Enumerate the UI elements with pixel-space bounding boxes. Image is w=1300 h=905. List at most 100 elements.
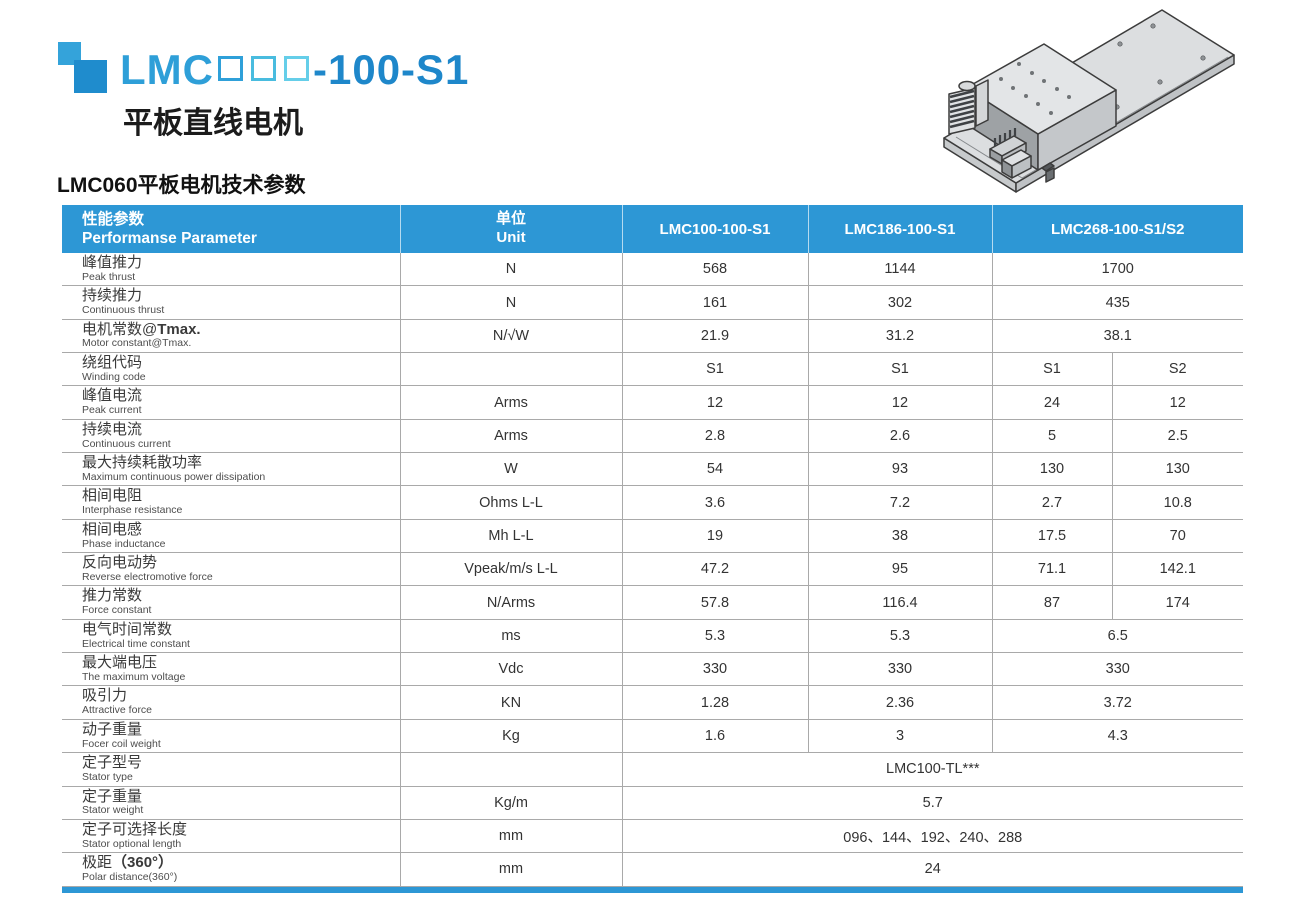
parameter-cell: 峰值电流 Peak current — [62, 385, 401, 420]
parameter-name-zh: 动子重量 — [82, 721, 400, 739]
parameter-name-zh: 峰值推力 — [82, 254, 400, 272]
value-cell: 116.4 — [807, 585, 993, 620]
unit-cell: W — [399, 452, 623, 487]
parameter-name-en: Stator optional length — [82, 837, 182, 850]
unit-cell: ms — [399, 618, 623, 654]
header-model-lmc100: LMC100-100-S1 — [621, 205, 808, 253]
value-cell: LMC100-TL*** — [621, 752, 1243, 787]
unit-cell — [399, 752, 623, 787]
parameter-name-en: Reverse electromotive force — [82, 570, 213, 583]
value-cell: 161 — [621, 285, 809, 320]
section-title: LMC060平板电机技术参数 — [57, 174, 306, 197]
parameter-name-en: Force constant — [82, 604, 152, 617]
parameter-name-zh-main: 定子重量 — [82, 787, 143, 805]
unit-cell: Kg — [399, 718, 623, 754]
unit-cell: N — [399, 285, 623, 320]
parameter-cell: 推力常数 Force constant — [62, 585, 401, 620]
value-cell: 12 — [1111, 385, 1243, 420]
value-cell: 096、144、192、240、288 — [621, 818, 1243, 854]
value-cell: 2.6 — [807, 418, 993, 454]
parameter-name-zh-main: 定子型号 — [82, 754, 143, 772]
unit-cell: Arms — [399, 385, 623, 420]
parameter-name-en: Peak thrust — [82, 270, 136, 283]
table-row: 电气时间常数 Electrical time constant ms 5.3 5.3 6.… — [62, 618, 1243, 654]
parameter-cell: 最大持续耗散功率 Maximum continuous power dissipa… — [62, 452, 401, 487]
table-row: 吸引力 Attractive force KN 1.28 2.36 3.72 — [62, 685, 1243, 720]
model-placeholder-box — [217, 56, 243, 82]
unit-cell — [399, 352, 623, 387]
unit-cell: Vdc — [399, 652, 623, 687]
value-cell: 5.3 — [807, 618, 993, 654]
parameter-name-zh-main: 电气时间常数 — [82, 620, 173, 638]
value-cell: 130 — [1111, 452, 1243, 487]
value-cell: 10.8 — [1111, 485, 1243, 520]
value-cell: 54 — [621, 452, 809, 487]
value-cell: 2.8 — [621, 418, 809, 454]
table-row: 持续电流 Continuous current Arms 2.8 2.6 5 2.5 — [62, 418, 1243, 454]
parameter-name-en: Phase inductance — [82, 537, 166, 550]
value-cell: 21.9 — [621, 318, 809, 354]
value-cell: 31.2 — [807, 318, 993, 354]
table-row: 极距（360°） Polar distance(360°) mm 24 — [62, 852, 1243, 887]
parameter-name-zh-bold: （360°） — [112, 854, 174, 872]
parameter-name-zh: 峰值电流 — [82, 387, 400, 405]
value-cell: 4.3 — [991, 718, 1243, 754]
table-row: 绕组代码 Winding code S1 S1 S1 S2 — [62, 352, 1243, 387]
parameter-cell: 峰值推力 Peak thrust — [62, 253, 401, 287]
parameter-cell: 绕组代码 Winding code — [62, 352, 401, 387]
parameter-name-en: Stator type — [82, 770, 133, 783]
header-model-lmc186: LMC186-100-S1 — [807, 205, 992, 253]
unit-cell: KN — [399, 685, 623, 720]
logo-square-big — [74, 60, 107, 93]
table-row: 最大端电压 The maximum voltage Vdc 330 330 330 — [62, 652, 1243, 687]
value-cell: 174 — [1111, 585, 1243, 620]
value-cell: 435 — [991, 285, 1243, 320]
spec-table-section: 性能参数 Performanse Parameter 单位 Unit LMC10… — [62, 205, 1243, 893]
unit-cell: N/√W — [399, 318, 623, 354]
value-cell: 130 — [991, 452, 1113, 487]
parameter-name-zh: 定子重量 — [82, 787, 400, 806]
model-placeholder-box — [283, 56, 309, 82]
unit-cell: N/Arms — [399, 585, 623, 620]
parameter-cell: 吸引力 Attractive force — [62, 685, 401, 720]
parameter-name-en: Interphase resistance — [82, 504, 183, 517]
value-cell: 24 — [991, 385, 1113, 420]
parameter-cell: 持续推力 Continuous thrust — [62, 285, 401, 320]
model-suffix: -100-S1 — [312, 46, 470, 93]
table-row: 峰值电流 Peak current Arms 12 12 24 12 — [62, 385, 1243, 420]
table-row: 电机常数@Tmax. Motor constant@Tmax. N/√W 21.9 31… — [62, 318, 1243, 354]
unit-cell: Kg/m — [399, 785, 623, 820]
unit-cell: Ohms L-L — [399, 485, 623, 520]
parameter-name-en: Focer coil weight — [82, 737, 161, 750]
parameter-name-zh: 电机常数@Tmax. — [82, 321, 400, 339]
spec-table: 性能参数 Performanse Parameter 单位 Unit LMC10… — [62, 205, 1243, 887]
parameter-name-zh: 电气时间常数 — [82, 620, 400, 639]
parameter-name-zh-main: 持续推力 — [82, 287, 143, 305]
value-cell: 142.1 — [1111, 552, 1243, 587]
brand-prefix: LMC — [120, 46, 214, 93]
parameter-name-zh-main: 最大持续耗散功率 — [82, 454, 203, 472]
table-row: 定子可选择长度 Stator optional length mm 096、144、1… — [62, 818, 1243, 854]
parameter-name-zh: 持续电流 — [82, 421, 400, 439]
header-unit: 单位 Unit — [399, 205, 622, 253]
parameter-name-en: Continuous current — [82, 437, 171, 450]
value-cell: 3.72 — [991, 685, 1243, 720]
value-cell: 5.7 — [621, 785, 1243, 820]
value-cell: 1144 — [807, 253, 993, 287]
parameter-name-zh: 推力常数 — [82, 588, 400, 605]
parameter-name-en: Winding code — [82, 370, 146, 383]
header-parameter: 性能参数 Performanse Parameter — [62, 205, 400, 253]
parameter-name-zh-main: 吸引力 — [82, 687, 128, 705]
parameter-name-zh: 绕组代码 — [82, 354, 400, 372]
parameter-name-en: Stator weight — [82, 804, 144, 817]
table-row: 动子重量 Focer coil weight Kg 1.6 3 4.3 — [62, 718, 1243, 754]
header-unit-en: Unit — [496, 229, 526, 246]
parameter-cell: 电气时间常数 Electrical time constant — [62, 618, 401, 654]
parameter-name-en: Peak current — [82, 404, 142, 417]
parameter-cell: 极距（360°） Polar distance(360°) — [62, 852, 401, 887]
value-cell: 70 — [1111, 518, 1243, 554]
parameter-name-en: The maximum voltage — [82, 670, 186, 683]
unit-cell: Arms — [399, 418, 623, 454]
parameter-cell: 定子型号 Stator type — [62, 752, 401, 787]
value-cell: 12 — [621, 385, 809, 420]
